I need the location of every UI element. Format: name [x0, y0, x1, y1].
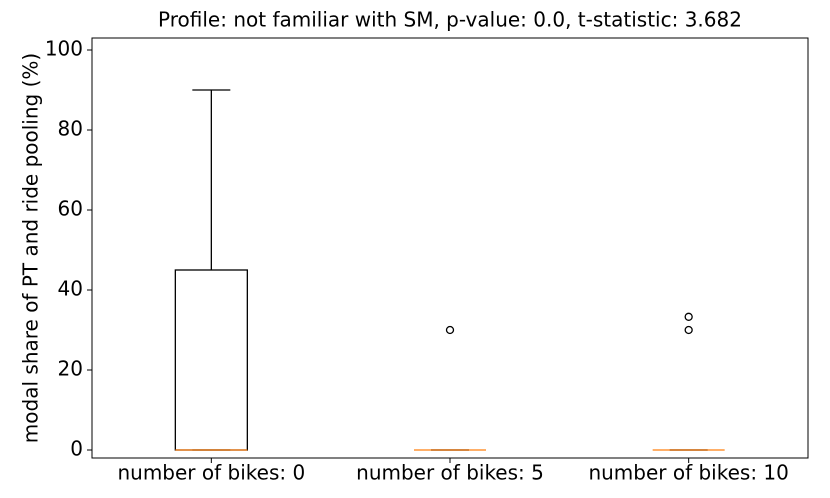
chart-title: Profile: not familiar with SM, p-value: …	[158, 8, 742, 32]
y-axis-label: modal share of PT and ride pooling (%)	[19, 53, 43, 443]
plot-frame	[91, 37, 809, 459]
x-tick-label: number of bikes: 5	[356, 461, 544, 485]
y-tick-label: 0	[70, 437, 83, 461]
y-tick-label: 20	[58, 357, 83, 381]
y-tick-label: 80	[58, 117, 83, 141]
x-tick-label: number of bikes: 0	[117, 461, 305, 485]
y-tick-label: 60	[58, 197, 83, 221]
y-tick-label: 40	[58, 277, 83, 301]
x-tick-label: number of bikes: 10	[588, 461, 788, 485]
y-tick-label: 100	[45, 37, 83, 61]
outlier	[684, 312, 693, 321]
box	[174, 269, 248, 451]
outlier	[684, 325, 693, 335]
outlier	[445, 325, 455, 335]
